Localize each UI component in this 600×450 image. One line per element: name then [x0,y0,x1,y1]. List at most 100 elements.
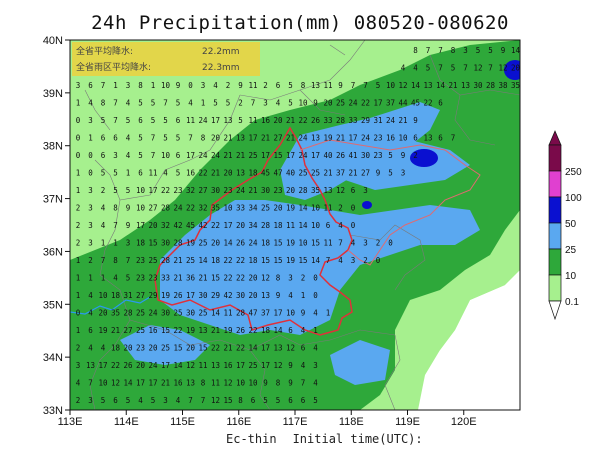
precip-value: 22 [198,169,207,178]
precip-value: 27 [148,204,157,213]
precip-value: 6 [288,326,293,335]
precip-value: 11 [286,221,295,230]
precip-value: 9 [413,116,418,125]
precip-value: 14 [173,361,183,370]
precip-value: 7 [326,256,331,265]
precip-value: 25 [186,256,195,265]
precip-value: 25 [136,326,145,335]
precip-value: 14 [248,344,258,353]
precip-value: 40 [323,151,333,160]
x-tick-label: 119E [395,416,420,428]
precip-value: 27 [361,169,370,178]
precip-value: 24 [211,151,221,160]
precip-value: 1 [76,99,81,108]
y-tick-label: 33N [43,405,63,417]
precip-value: 2 [76,204,81,213]
precip-value: 13 [236,169,245,178]
precip-value: 21 [173,256,182,265]
precip-value: 12 [261,274,270,283]
precip-value: 3 [88,239,93,248]
precip-value: 23 [136,344,145,353]
precip-value: 34 [248,221,258,230]
precip-value: 5 [176,169,181,178]
precip-value: 14 [411,81,421,90]
precip-value: 22 [186,204,195,213]
precip-value: 22 [211,344,220,353]
precip-value: 10 [161,151,171,160]
precip-value: 1 [76,291,81,300]
precip-value: 27 [136,291,145,300]
precip-value: 4 [401,64,406,73]
y-tick-label: 36N [43,246,63,258]
precip-value: 14 [123,379,133,388]
precip-value: 4 [88,309,93,318]
precip-value: 20 [211,134,221,143]
precip-value: 50 [548,64,558,73]
precip-value: 15 [148,239,157,248]
x-tick-label: 120E [451,416,477,428]
precip-value: 15 [223,396,232,405]
precip-value: 20 [148,344,158,353]
precip-value: 19 [323,134,332,143]
precip-value: 17 [261,151,270,160]
precip-value: 42 [223,291,232,300]
precip-value: 20 [323,99,333,108]
precip-value: 21 [323,169,332,178]
precip-value: 22 [173,326,182,335]
legend-swatch [548,222,562,250]
precip-value: 3 [463,46,468,55]
precip-value: 22 [361,99,370,108]
precip-value: 24 [361,134,371,143]
precip-value: 38 [498,81,508,90]
precip-value: 5 [238,116,243,125]
precip-value: 21 [173,274,182,283]
precip-value: 13 [261,291,270,300]
precip-value: 4 [351,239,356,248]
precip-value: 20 [148,221,158,230]
precip-value: 35 [211,204,220,213]
precip-value: 17 [273,309,282,318]
precip-value: 6 [288,396,293,405]
precip-value: 5 [276,396,281,405]
precip-value: 10 [161,81,171,90]
precip-value: 5 [126,186,131,195]
precip-value: 11 [148,169,157,178]
precip-value: 5 [388,151,393,160]
precip-value: 6 [113,134,118,143]
precip-value: 11 [248,116,257,125]
precip-value: 41 [348,151,357,160]
precip-value: 22 [111,361,120,370]
legend-swatch [548,170,562,198]
precip-value: 22 [248,326,257,335]
precip-value: 5 [126,274,131,283]
precip-value: 6 [113,396,118,405]
precip-value: 27 [198,186,207,195]
precip-value: 6 [101,134,106,143]
precip-value: 5 [163,116,168,125]
info-line2-value: 22.3mm [202,63,240,73]
precip-value: 0 [188,81,193,90]
precip-value: 9 [301,309,306,318]
precip-value: 23 [148,274,157,283]
precip-value: 16 [386,134,396,143]
precip-field-blue-4 [340,140,470,190]
precip-value: 17 [136,221,145,230]
precip-value: 1 [313,326,318,335]
precip-value: 17 [248,134,257,143]
legend-swatch [548,248,562,276]
precip-value: 10 [386,81,396,90]
precip-value: 17 [223,221,232,230]
precip-value: 10 [298,239,308,248]
precip-value: 1 [101,239,106,248]
precip-value: 13 [236,134,245,143]
precip-value: 14 [211,309,221,318]
precip-value: 15 [273,151,282,160]
precip-value: 5 [226,99,231,108]
precip-value: 5 [388,169,393,178]
precip-value: 15 [298,256,307,265]
precip-value: 5 [288,99,293,108]
precip-value: 25 [198,239,207,248]
precip-value: 11 [223,309,232,318]
precip-value: 0 [76,116,81,125]
